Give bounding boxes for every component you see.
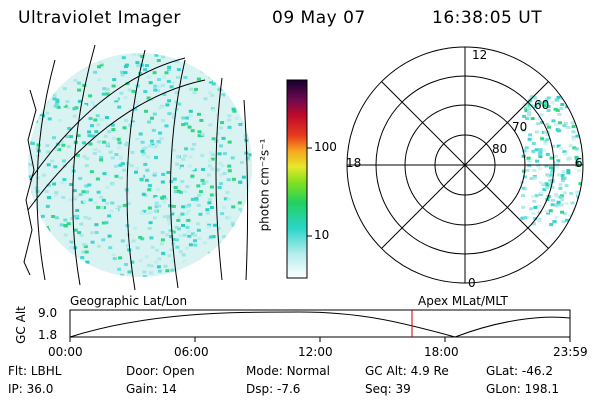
info-ip: IP: 36.0 bbox=[8, 382, 54, 396]
date-label: 09 May 07 bbox=[272, 8, 366, 28]
instrument-title: Ultraviolet Imager bbox=[18, 8, 181, 28]
color-scale-bar bbox=[286, 79, 308, 279]
info-glon: GLon: 198.1 bbox=[486, 382, 559, 396]
x-tick-1800: 18:00 bbox=[424, 345, 459, 359]
altitude-timeline bbox=[69, 309, 571, 342]
gc-alt-axis-title: GC Alt bbox=[13, 306, 28, 344]
geographic-label: Geographic Lat/Lon bbox=[70, 294, 188, 308]
info-dsp: Dsp: -7.6 bbox=[246, 382, 301, 396]
mlt-label-6: 6 bbox=[575, 156, 583, 170]
info-door: Door: Open bbox=[126, 364, 195, 378]
y-tick-1-8: 1.8 bbox=[38, 328, 58, 342]
colorbar-tick-100: 100 bbox=[314, 140, 337, 154]
apex-label: Apex MLat/MLT bbox=[418, 294, 508, 308]
mlt-label-0: 0 bbox=[468, 276, 476, 290]
colorbar-tick-10: 10 bbox=[314, 228, 330, 242]
lat-lon-grid bbox=[27, 44, 249, 291]
colorbar-unit-label: photon cm⁻²s⁻¹ bbox=[257, 138, 272, 232]
lat-label-60: 60 bbox=[534, 98, 550, 112]
lat-label-80: 80 bbox=[492, 142, 508, 156]
info-gain: Gain: 14 bbox=[126, 382, 177, 396]
coastline bbox=[23, 89, 37, 276]
time-label: 16:38:05 UT bbox=[432, 8, 543, 28]
y-tick-9: 9.0 bbox=[38, 306, 58, 320]
lat-label-70: 70 bbox=[512, 120, 528, 134]
x-tick-0600: 06:00 bbox=[174, 345, 209, 359]
geographic-image bbox=[23, 44, 252, 291]
polar-mlt-plot bbox=[346, 46, 584, 284]
mlt-label-12: 12 bbox=[472, 48, 488, 62]
info-flt: Flt: LBHL bbox=[8, 364, 62, 378]
mlt-label-18: 18 bbox=[346, 156, 362, 170]
info-gc-alt: GC Alt: 4.9 Re bbox=[365, 364, 449, 378]
x-tick-0000: 00:00 bbox=[48, 345, 83, 359]
info-seq: Seq: 39 bbox=[365, 382, 411, 396]
x-tick-2359: 23:59 bbox=[553, 345, 588, 359]
x-tick-1200: 12:00 bbox=[298, 345, 333, 359]
info-glat: GLat: -46.2 bbox=[486, 364, 553, 378]
info-mode: Mode: Normal bbox=[246, 364, 330, 378]
